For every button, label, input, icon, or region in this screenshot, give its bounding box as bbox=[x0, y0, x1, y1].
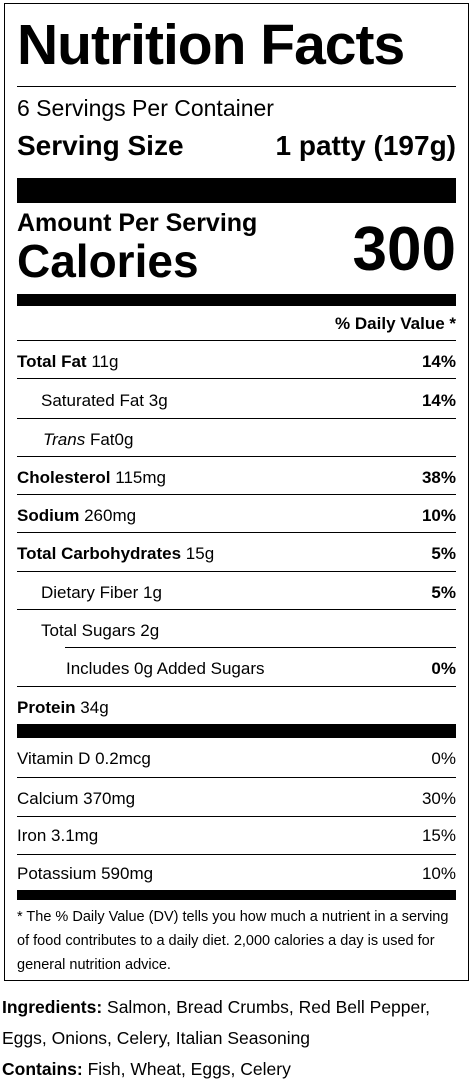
row-divider bbox=[17, 378, 456, 379]
nutrient-dv: 14% bbox=[421, 391, 456, 410]
nutrient-row-added-sugars: Includes 0g Added Sugars 0% bbox=[17, 657, 456, 681]
row-divider bbox=[17, 609, 456, 610]
nutrient-label: Total Carbohydrates bbox=[17, 544, 182, 563]
daily-value-footnote: * The % Daily Value (DV) tells you how m… bbox=[17, 909, 449, 973]
nutrient-row-total-carbohydrates: Total Carbohydrates 15g 5% bbox=[17, 542, 456, 566]
vitamin-dv: 30% bbox=[421, 789, 456, 808]
nutrient-dv: 5% bbox=[431, 583, 456, 602]
nutrient-row-total-sugars: Total Sugars 2g bbox=[17, 619, 456, 643]
nutrient-dv: 10% bbox=[421, 506, 456, 525]
nutrient-amount: 115mg bbox=[115, 468, 166, 487]
nutrient-amount: 15g bbox=[185, 544, 215, 563]
nutrient-dv: 0% bbox=[431, 659, 456, 678]
medium-divider bbox=[17, 294, 456, 306]
vitamin-label: Potassium 590mg bbox=[17, 864, 154, 883]
contains-label: Contains: bbox=[2, 1059, 83, 1079]
title-divider bbox=[17, 86, 456, 87]
vitamin-dv: 0% bbox=[431, 749, 456, 768]
nutrient-row-saturated-fat: Saturated Fat 3g 14% bbox=[17, 389, 456, 413]
servings-per-container: 6 Servings Per Container bbox=[17, 95, 274, 121]
serving-size: Serving Size 1 patty (197g) bbox=[17, 128, 456, 164]
nutrient-amount: 260mg bbox=[84, 506, 137, 525]
nutrient-label: Total Fat bbox=[17, 352, 87, 371]
ingredients-text: Salmon, Bread Crumbs, Red Bell Pepper, E… bbox=[2, 997, 430, 1048]
nutrient-label: Includes 0g Added Sugars bbox=[66, 659, 265, 678]
nutrient-row-cholesterol: Cholesterol 115mg 38% bbox=[17, 466, 456, 490]
nutrient-label-italic: Trans bbox=[43, 430, 86, 449]
nutrient-label: Saturated Fat bbox=[41, 391, 145, 410]
vitamin-row-vitamin-d: Vitamin D 0.2mcg 0% bbox=[17, 747, 456, 771]
row-divider bbox=[17, 686, 456, 687]
vitamin-dv: 10% bbox=[421, 864, 456, 883]
nutrient-amount: 11g bbox=[91, 352, 119, 371]
nutrient-dv: 38% bbox=[421, 468, 456, 487]
calories-label: Calories bbox=[17, 235, 199, 287]
nutrient-dv: 5% bbox=[431, 544, 456, 563]
nutrient-label: Sodium bbox=[17, 506, 80, 525]
thick-divider-vitamins bbox=[17, 724, 456, 738]
label-content: Nutrition Facts 6 Servings Per Container… bbox=[17, 4, 456, 980]
contains-text: Fish, Wheat, Eggs, Celery bbox=[87, 1059, 291, 1079]
nutrient-row-sodium: Sodium 260mg 10% bbox=[17, 504, 456, 528]
serving-size-label: Serving Size bbox=[17, 130, 184, 161]
ingredients-label: Ingredients: bbox=[2, 997, 103, 1017]
row-divider bbox=[17, 816, 456, 817]
ingredients-line: Ingredients: Salmon, Bread Crumbs, Red B… bbox=[2, 992, 472, 1054]
row-divider bbox=[17, 854, 456, 855]
nutrient-amount: 1g bbox=[143, 583, 162, 602]
vitamin-label: Iron 3.1mg bbox=[17, 826, 99, 845]
vitamin-row-potassium: Potassium 590mg 10% bbox=[17, 862, 456, 886]
row-divider bbox=[17, 494, 456, 495]
row-divider bbox=[17, 571, 456, 572]
row-divider bbox=[17, 456, 456, 457]
row-divider bbox=[17, 777, 456, 778]
vitamin-row-iron: Iron 3.1mg 15% bbox=[17, 824, 456, 848]
nutrition-facts-label: Nutrition Facts 6 Servings Per Container… bbox=[4, 3, 469, 981]
daily-value-header: % Daily Value * bbox=[335, 314, 456, 333]
thick-divider-top bbox=[17, 178, 456, 203]
nutrient-label: Dietary Fiber bbox=[41, 583, 139, 602]
ingredients-section: Ingredients: Salmon, Bread Crumbs, Red B… bbox=[2, 992, 472, 1085]
nutrient-row-protein: Protein 34g bbox=[17, 696, 456, 720]
nutrient-amount: 34g bbox=[80, 698, 109, 717]
contains-line: Contains: Fish, Wheat, Eggs, Celery bbox=[2, 1054, 472, 1085]
nutrient-dv: 14% bbox=[421, 352, 456, 371]
nutrient-row-total-fat: Total Fat 11g 14% bbox=[17, 350, 456, 374]
label-title: Nutrition Facts bbox=[17, 13, 405, 77]
nutrient-row-trans-fat: Trans Fat0g bbox=[17, 428, 456, 452]
nutrient-amount: 3g bbox=[148, 391, 168, 410]
medium-divider-footnote bbox=[17, 890, 456, 900]
row-divider bbox=[17, 340, 456, 341]
nutrient-amount: 2g bbox=[140, 621, 160, 640]
vitamin-row-calcium: Calcium 370mg 30% bbox=[17, 787, 456, 811]
nutrient-row-dietary-fiber: Dietary Fiber 1g 5% bbox=[17, 581, 456, 605]
serving-size-value: 1 patty (197g) bbox=[275, 130, 457, 161]
nutrient-label: Protein bbox=[17, 698, 76, 717]
vitamin-dv: 15% bbox=[421, 826, 456, 845]
row-divider bbox=[17, 532, 456, 533]
nutrient-label: Total Sugars bbox=[41, 621, 136, 640]
nutrient-amount: 0g bbox=[114, 430, 134, 449]
vitamin-label: Calcium 370mg bbox=[17, 789, 136, 808]
row-divider bbox=[17, 418, 456, 419]
vitamin-label: Vitamin D 0.2mcg bbox=[17, 749, 151, 768]
calories-value: 300 bbox=[352, 215, 456, 284]
row-divider-indented bbox=[65, 647, 456, 648]
nutrient-label: Cholesterol bbox=[17, 468, 111, 487]
amount-per-serving: Amount Per Serving bbox=[17, 209, 258, 237]
nutrient-label: Fat bbox=[89, 430, 115, 449]
